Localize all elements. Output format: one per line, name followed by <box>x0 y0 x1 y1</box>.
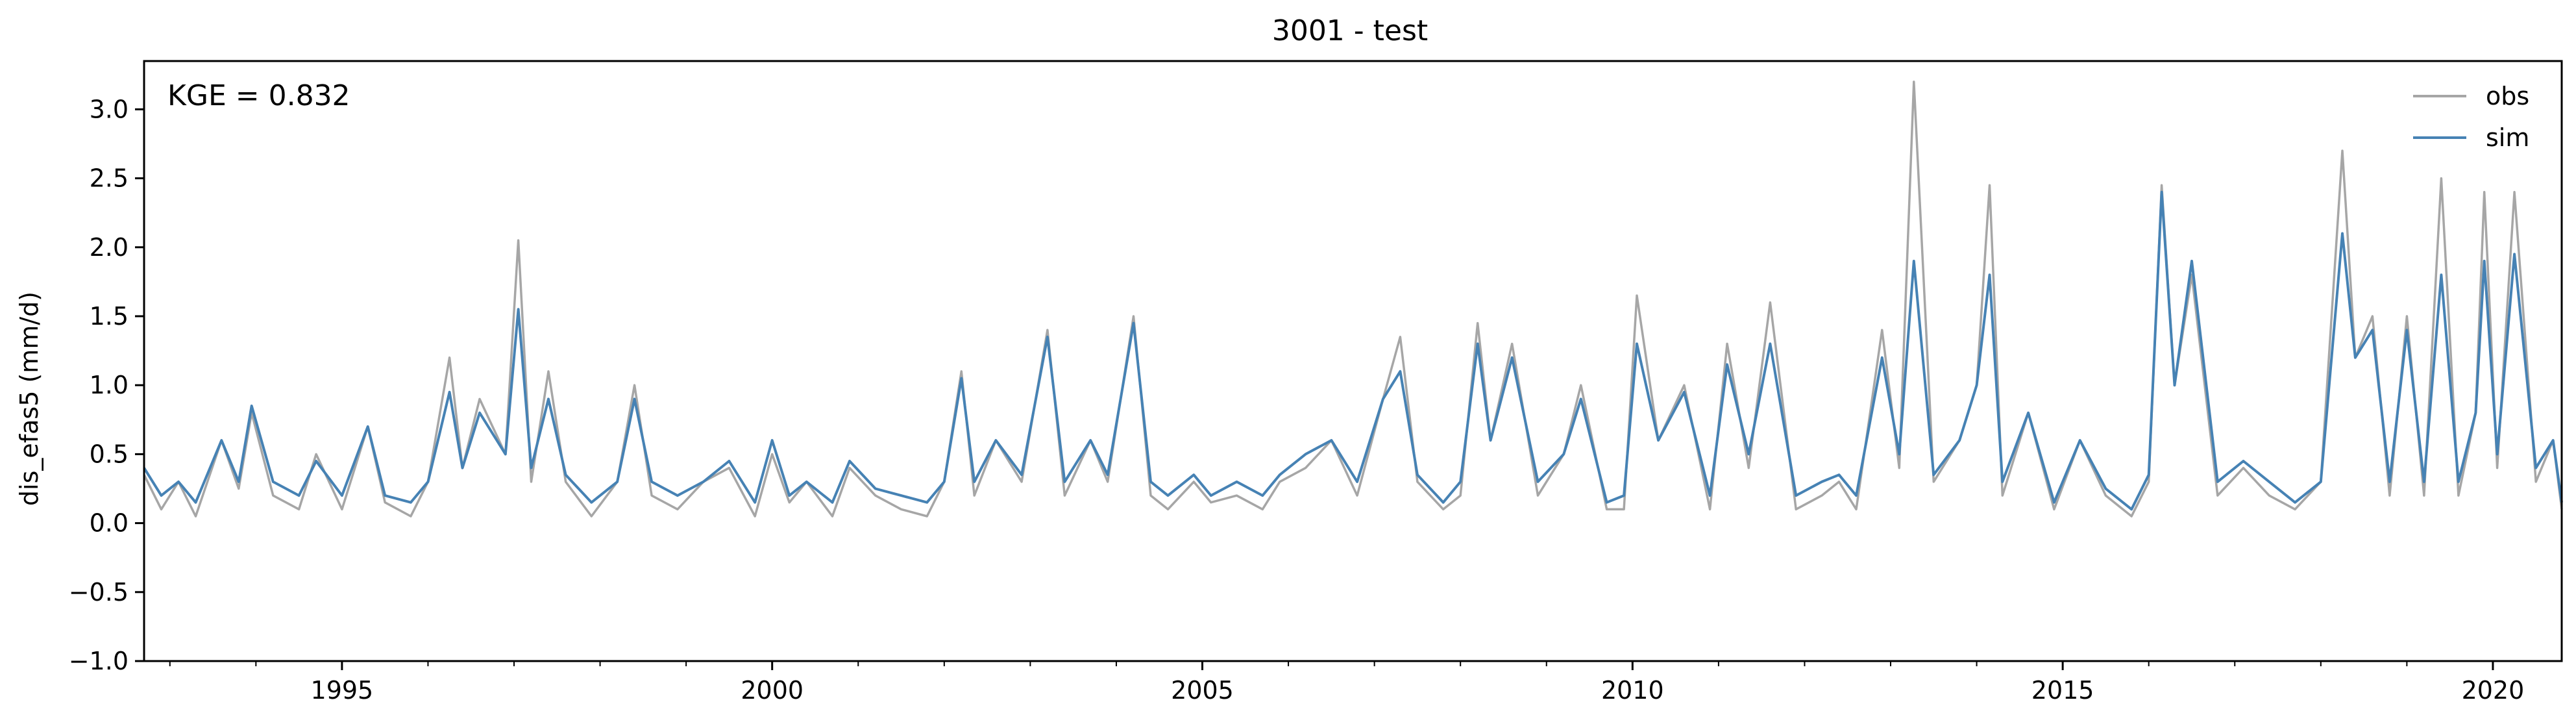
y-tick-label: −1.0 <box>69 647 129 675</box>
x-tick-label: 2005 <box>1171 676 1234 705</box>
y-tick-label: 1.0 <box>90 371 129 399</box>
y-tick-label: −0.5 <box>69 578 129 607</box>
y-axis-label: dis_efas5 (mm/d) <box>15 292 43 506</box>
series-line-sim <box>143 190 2563 511</box>
x-tick-label: 2015 <box>2031 676 2094 705</box>
chart-title: 3001 - test <box>1272 14 1428 47</box>
y-tick-label: 1.5 <box>90 302 129 331</box>
y-tick-label: 3.0 <box>90 95 129 123</box>
x-tick-label: 2010 <box>1601 676 1664 705</box>
legend-label-obs: obs <box>2486 82 2529 110</box>
y-axis-ticks: −1.0 −0.5 0.0 0.5 1.0 1.5 2.0 2.5 3.0 <box>69 95 144 675</box>
plot-frame <box>143 60 2563 662</box>
plot-area: 1995 2000 2005 2010 2015 2020 −1.0 −0.5 0.0 0.5 1… <box>69 60 2563 705</box>
x-tick-label: 2020 <box>2462 676 2525 705</box>
legend-label-sim: sim <box>2486 123 2529 152</box>
x-tick-label: 2000 <box>741 676 803 705</box>
kge-annotation: KGE = 0.832 <box>167 79 350 112</box>
series-group <box>143 81 2563 518</box>
y-tick-label: 0.0 <box>90 509 129 538</box>
y-tick-label: 2.5 <box>90 164 129 193</box>
legend: obs sim <box>2413 82 2529 152</box>
y-tick-label: 0.5 <box>90 440 129 468</box>
x-axis-ticks: 1995 2000 2005 2010 2015 2020 <box>169 661 2525 705</box>
y-tick-label: 2.0 <box>90 233 129 262</box>
x-tick-label: 1995 <box>311 676 374 705</box>
